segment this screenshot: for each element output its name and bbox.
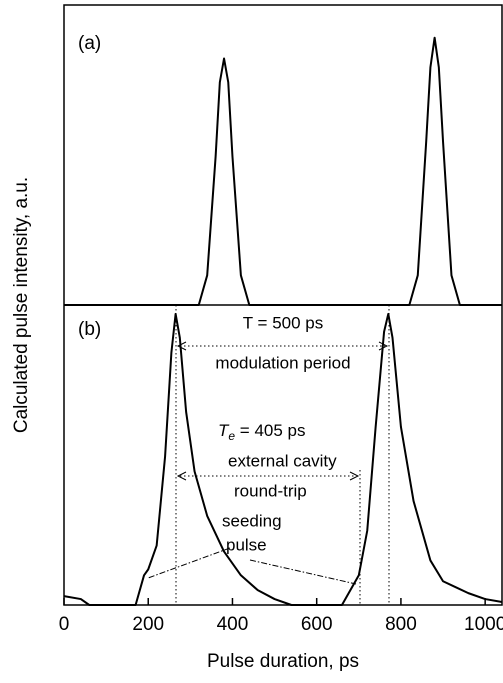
arrow-head <box>176 471 360 481</box>
pulse-line <box>64 36 502 306</box>
x-axis-label: Pulse duration, ps <box>207 651 359 672</box>
annotation: modulation period <box>215 353 350 372</box>
x-tick-label: 1000 <box>464 614 503 635</box>
annotation: pulse <box>226 535 267 554</box>
x-tick-label: 600 <box>301 614 333 635</box>
x-tick-label: 0 <box>59 614 70 635</box>
pulse-line <box>63 312 503 606</box>
pointer <box>147 547 357 585</box>
annotation: = 405 ps <box>235 421 305 440</box>
annotation: e <box>228 429 235 443</box>
annotation: T = 500 ps <box>243 313 324 332</box>
annotation: T <box>218 421 230 440</box>
panel-label: (b) <box>78 319 101 340</box>
x-tick-label: 200 <box>132 614 164 635</box>
y-axis-label: Calculated pulse intensity, a.u. <box>11 177 32 433</box>
panel-label: (a) <box>78 33 101 54</box>
annotation: Te = 405 ps <box>218 421 306 443</box>
annotation: external cavity <box>228 451 337 470</box>
x-tick-label: 800 <box>385 614 417 635</box>
annotation: seeding <box>222 511 282 530</box>
annotation: round-trip <box>234 481 307 500</box>
x-tick-label: 400 <box>217 614 249 635</box>
